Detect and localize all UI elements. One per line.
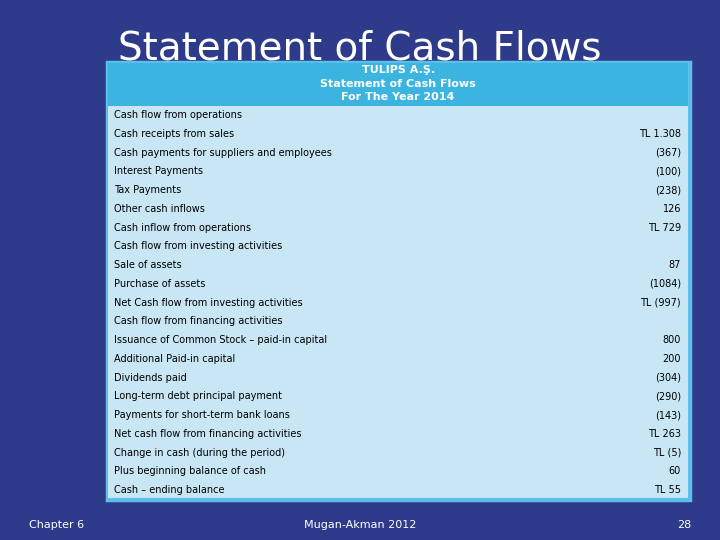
Text: For The Year 2014: For The Year 2014 [341,92,455,103]
Text: TL 729: TL 729 [648,222,681,233]
Text: Statement of Cash Flows: Statement of Cash Flows [320,79,476,89]
Text: Cash receipts from sales: Cash receipts from sales [114,129,234,139]
Text: Purchase of assets: Purchase of assets [114,279,205,289]
Text: Cash flow from operations: Cash flow from operations [114,110,242,120]
Text: Chapter 6: Chapter 6 [29,520,84,530]
Text: Cash inflow from operations: Cash inflow from operations [114,222,251,233]
Text: Statement of Cash Flows: Statement of Cash Flows [118,30,602,68]
Text: (143): (143) [655,410,681,420]
Text: Change in cash (during the period): Change in cash (during the period) [114,448,285,457]
Text: (1084): (1084) [649,279,681,289]
Text: (100): (100) [655,166,681,177]
Text: Issuance of Common Stock – paid-in capital: Issuance of Common Stock – paid-in capit… [114,335,327,345]
Text: Net cash flow from financing activities: Net cash flow from financing activities [114,429,301,439]
Text: Dividends paid: Dividends paid [114,373,186,383]
Text: (367): (367) [655,148,681,158]
Text: Cash – ending balance: Cash – ending balance [114,485,224,495]
Text: Additional Paid-in capital: Additional Paid-in capital [114,354,235,364]
Text: TL (5): TL (5) [653,448,681,457]
Text: 60: 60 [669,467,681,476]
Text: Net Cash flow from investing activities: Net Cash flow from investing activities [114,298,302,308]
Text: TL 55: TL 55 [654,485,681,495]
Text: 200: 200 [662,354,681,364]
Text: Other cash inflows: Other cash inflows [114,204,204,214]
Text: TULIPS A.Ş.: TULIPS A.Ş. [361,65,435,76]
Text: Cash flow from investing activities: Cash flow from investing activities [114,241,282,252]
Text: Interest Payments: Interest Payments [114,166,203,177]
Text: Cash payments for suppliers and employees: Cash payments for suppliers and employee… [114,148,332,158]
Text: 28: 28 [677,520,691,530]
Text: (290): (290) [655,392,681,401]
Text: TL 1.308: TL 1.308 [639,129,681,139]
Text: TL (997): TL (997) [641,298,681,308]
Text: Mugan-Akman 2012: Mugan-Akman 2012 [304,520,416,530]
Text: Cash flow from financing activities: Cash flow from financing activities [114,316,282,326]
Text: 800: 800 [662,335,681,345]
Text: (238): (238) [655,185,681,195]
Text: Long-term debt principal payment: Long-term debt principal payment [114,392,282,401]
Text: 126: 126 [662,204,681,214]
Text: Tax Payments: Tax Payments [114,185,181,195]
Text: Sale of assets: Sale of assets [114,260,181,270]
Text: Plus beginning balance of cash: Plus beginning balance of cash [114,467,266,476]
Text: Payments for short-term bank loans: Payments for short-term bank loans [114,410,289,420]
Text: (304): (304) [655,373,681,383]
Text: 87: 87 [669,260,681,270]
Text: TL 263: TL 263 [648,429,681,439]
